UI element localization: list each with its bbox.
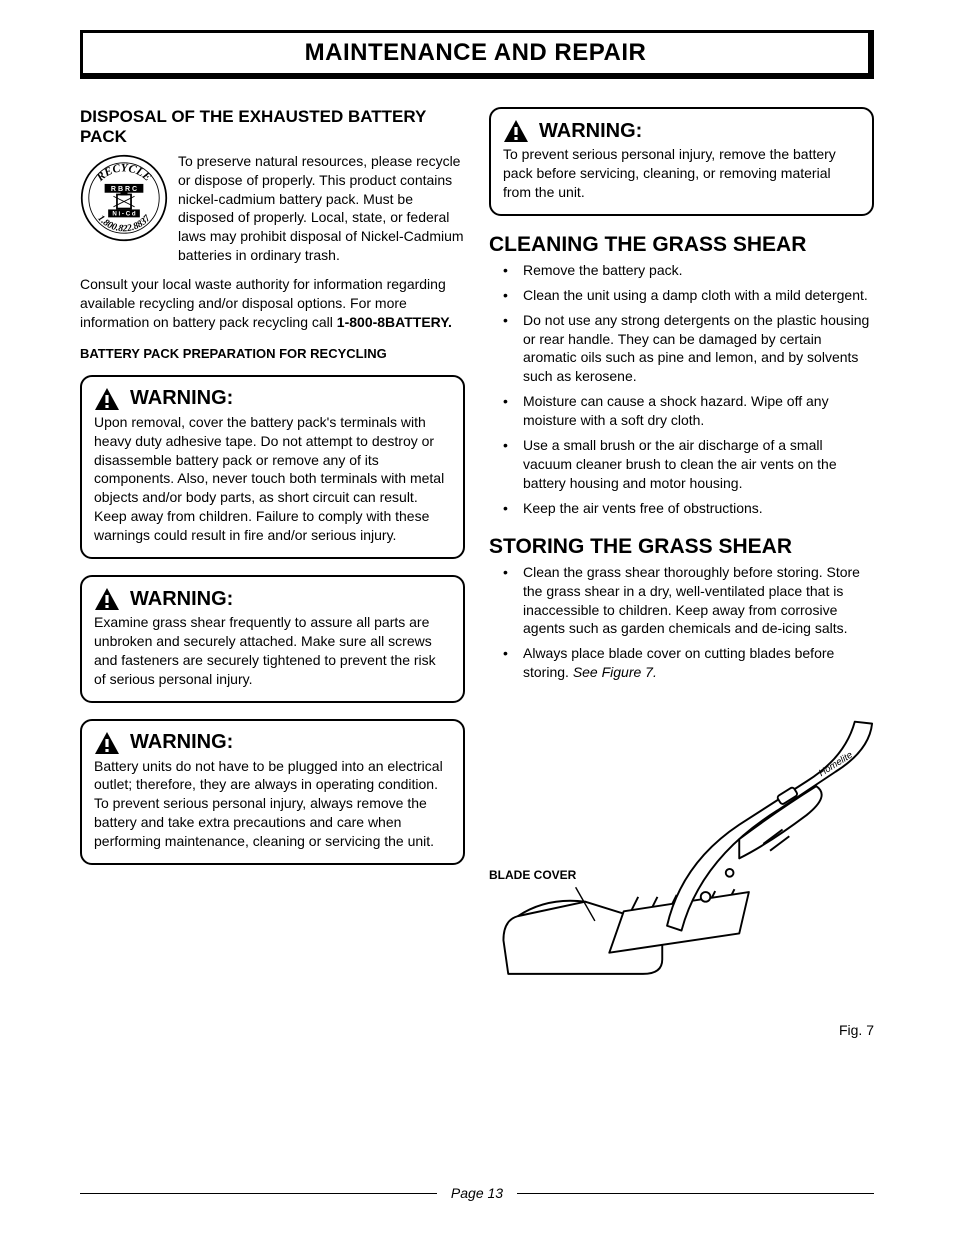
warning-text-1: Upon removal, cover the battery pack's t… bbox=[94, 413, 451, 545]
warning-label-3: WARNING: bbox=[130, 731, 233, 754]
disposal-intro-block: RECYCLE R B R C N i - C d 1.800.822.8837… bbox=[80, 152, 465, 265]
seal-chem-text: N i - C d bbox=[112, 210, 135, 217]
warning-triangle-icon bbox=[94, 387, 120, 411]
warning-triangle-icon bbox=[503, 119, 529, 143]
right-column: WARNING: To prevent serious personal inj… bbox=[489, 107, 874, 1038]
warning-head-1: WARNING: bbox=[94, 387, 451, 411]
heading-disposal: DISPOSAL OF THE EXHAUSTED BATTERY PACK bbox=[80, 107, 465, 148]
disposal-consult-text: Consult your local waste authority for i… bbox=[80, 275, 465, 332]
warning-head-3: WARNING: bbox=[94, 731, 451, 755]
list-item: Clean the grass shear thoroughly before … bbox=[489, 563, 874, 639]
warning-text-2: Examine grass shear frequently to assure… bbox=[94, 613, 451, 689]
left-column: DISPOSAL OF THE EXHAUSTED BATTERY PACK R… bbox=[80, 107, 465, 1038]
page-title: MAINTENANCE AND REPAIR bbox=[83, 39, 868, 67]
list-item: Keep the air vents free of obstructions. bbox=[489, 499, 874, 518]
page-title-box: MAINTENANCE AND REPAIR bbox=[80, 30, 874, 79]
recycle-seal-icon: RECYCLE R B R C N i - C d 1.800.822.8837 bbox=[80, 154, 168, 242]
svg-text:RECYCLE: RECYCLE bbox=[94, 162, 154, 184]
brand-text: Homelite bbox=[817, 750, 855, 779]
figure-caption: Fig. 7 bbox=[839, 1022, 874, 1038]
disposal-intro-text: To preserve natural resources, please re… bbox=[178, 152, 465, 265]
two-column-layout: DISPOSAL OF THE EXHAUSTED BATTERY PACK R… bbox=[80, 107, 874, 1038]
battery-phone: 1-800-8BATTERY. bbox=[337, 314, 452, 330]
heading-cleaning: CLEANING THE GRASS SHEAR bbox=[489, 232, 874, 257]
warning-triangle-icon bbox=[94, 731, 120, 755]
list-item: Clean the unit using a damp cloth with a… bbox=[489, 286, 874, 305]
warning-text-tr: To prevent serious personal injury, remo… bbox=[503, 145, 860, 202]
warning-head-tr: WARNING: bbox=[503, 119, 860, 143]
warning-head-2: WARNING: bbox=[94, 587, 451, 611]
store-item-text: Always place blade cover on cutting blad… bbox=[523, 645, 834, 680]
list-item: Do not use any strong detergents on the … bbox=[489, 311, 874, 387]
warning-box-2: WARNING: Examine grass shear frequently … bbox=[80, 575, 465, 703]
blade-cover-label: BLADE COVER bbox=[489, 868, 576, 882]
warning-text-3: Battery units do not have to be plugged … bbox=[94, 757, 451, 851]
heading-prep: BATTERY PACK PREPARATION FOR RECYCLING bbox=[80, 346, 465, 361]
list-item: Use a small brush or the air discharge o… bbox=[489, 436, 874, 493]
figure-7-area: Homelite BLADE COVER Fig. 7 bbox=[489, 698, 874, 1038]
warning-label-2: WARNING: bbox=[130, 588, 233, 611]
list-item: Always place blade cover on cutting blad… bbox=[489, 644, 874, 682]
heading-storing: STORING THE GRASS SHEAR bbox=[489, 534, 874, 559]
footer-rule-right bbox=[517, 1193, 874, 1194]
warning-triangle-icon bbox=[94, 587, 120, 611]
warning-label-tr: WARNING: bbox=[539, 120, 642, 143]
footer-rule-left bbox=[80, 1193, 437, 1194]
list-item: Moisture can cause a shock hazard. Wipe … bbox=[489, 392, 874, 430]
warning-box-1: WARNING: Upon removal, cover the battery… bbox=[80, 375, 465, 559]
page-number: Page 13 bbox=[451, 1185, 503, 1201]
see-figure-ref: See Figure 7. bbox=[573, 664, 657, 680]
warning-box-3: WARNING: Battery units do not have to be… bbox=[80, 719, 465, 865]
page-footer: Page 13 bbox=[80, 1185, 874, 1201]
warning-label-1: WARNING: bbox=[130, 387, 233, 410]
cleaning-list: Remove the battery pack. Clean the unit … bbox=[489, 261, 874, 518]
list-item: Remove the battery pack. bbox=[489, 261, 874, 280]
storing-list: Clean the grass shear thoroughly before … bbox=[489, 563, 874, 682]
seal-top-text: RECYCLE bbox=[94, 162, 154, 184]
warning-box-top-right: WARNING: To prevent serious personal inj… bbox=[489, 107, 874, 216]
